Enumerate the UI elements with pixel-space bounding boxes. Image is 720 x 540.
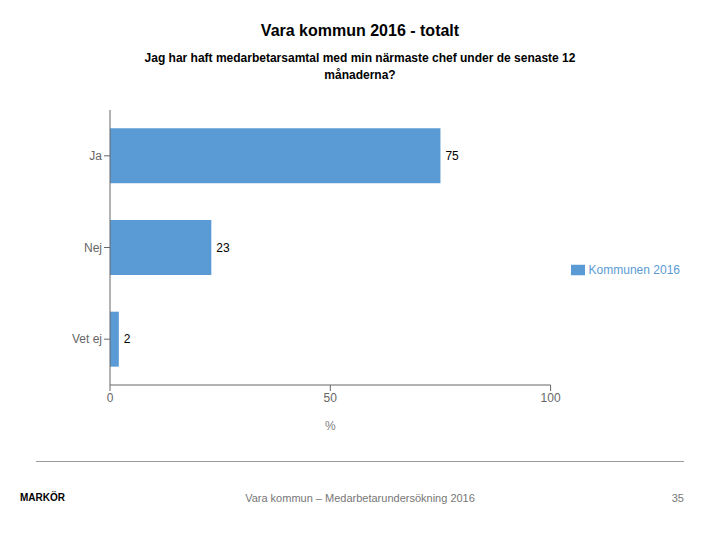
svg-text:50: 50 xyxy=(324,391,338,405)
svg-text:Nej: Nej xyxy=(84,241,102,255)
html-text:Kommunen 2016: Kommunen 2016 xyxy=(588,262,680,277)
svg-text:%: % xyxy=(325,419,336,433)
svg-text:0: 0 xyxy=(107,391,114,405)
html-text:Jag har haft medarbetarsamtal: Jag har haft medarbetarsamtal med min nä… xyxy=(144,51,576,82)
svg-text:Ja: Ja xyxy=(89,149,102,163)
svg-text:75: 75 xyxy=(445,149,459,163)
svg-text:Vet ej: Vet ej xyxy=(72,332,102,346)
html-text:Vara kommun – Medarbetarunders: Vara kommun – Medarbetarundersökning 201… xyxy=(245,492,475,504)
html-text:MARKÖR: MARKÖR xyxy=(20,492,65,503)
svg-text:2: 2 xyxy=(124,332,131,346)
html-text:35: 35 xyxy=(671,492,684,504)
svg-text:100: 100 xyxy=(541,391,561,405)
html-text:Vara kommun 2016 - totalt: Vara kommun 2016 - totalt xyxy=(260,22,460,39)
svg-text:23: 23 xyxy=(216,241,230,255)
